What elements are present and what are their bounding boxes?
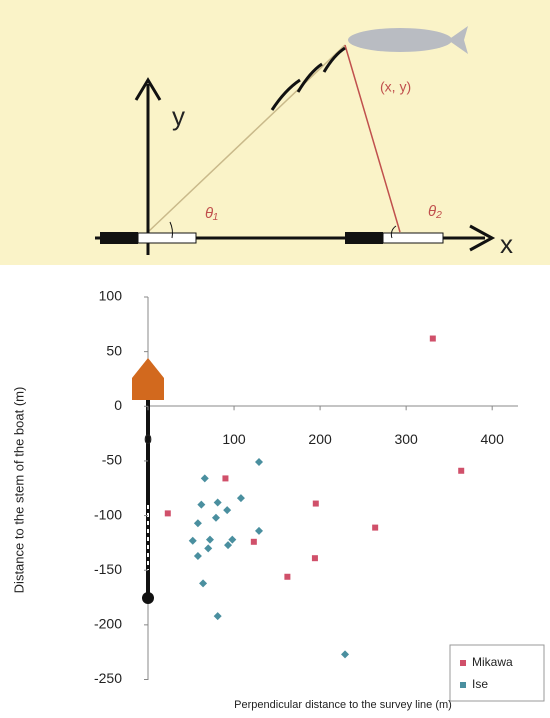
point <box>429 335 436 342</box>
y-tick-label: -50 <box>102 452 122 468</box>
point <box>255 526 263 535</box>
point <box>211 513 220 522</box>
point <box>193 519 202 528</box>
point <box>372 524 379 531</box>
y-tick-label: 0 <box>114 397 122 413</box>
point <box>341 650 350 659</box>
point <box>222 475 229 482</box>
angle-arc-2 <box>390 225 397 239</box>
sonar-beam <box>147 44 346 233</box>
point <box>197 500 206 509</box>
y-tick-label: 50 <box>106 342 122 358</box>
sound-waves <box>270 46 346 111</box>
x-axis-symbol: x <box>500 229 513 259</box>
boat-1 <box>100 232 138 244</box>
diagram-background <box>0 0 550 265</box>
cable-end <box>142 592 154 604</box>
point <box>255 458 263 467</box>
y-arrowhead <box>134 77 162 101</box>
legend <box>449 644 545 702</box>
boat-2-body <box>382 232 444 244</box>
boat-icon <box>132 358 164 400</box>
point <box>200 474 209 483</box>
point <box>213 498 222 507</box>
legend-marker <box>460 682 466 688</box>
point <box>236 494 245 503</box>
point <box>193 552 202 561</box>
y-tick-label: -250 <box>94 670 122 686</box>
fish <box>348 28 452 52</box>
target-label: (x, y) <box>380 79 411 95</box>
x-tick-label: 200 <box>308 431 332 447</box>
point <box>164 510 171 517</box>
boat-1-body <box>137 232 197 244</box>
angle-arc-1 <box>169 221 173 239</box>
y-tick-label: -150 <box>94 561 122 577</box>
point <box>250 538 257 545</box>
point <box>213 612 222 621</box>
angle-2-label: θ₂ <box>428 203 442 220</box>
x-tick-label: 300 <box>394 431 418 447</box>
y-tick-label: -100 <box>94 506 122 522</box>
y-tick-label: -200 <box>94 616 122 632</box>
x-tick-label: 400 <box>481 431 505 447</box>
legend-marker <box>460 660 466 666</box>
point <box>312 500 319 507</box>
point <box>199 579 208 588</box>
y-tick-label: 100 <box>99 288 123 304</box>
x-tick-label: 100 <box>222 431 246 447</box>
legend-label: Mikawa <box>472 655 513 669</box>
angle-1-label: θ₁ <box>205 205 218 222</box>
point <box>204 544 213 553</box>
point <box>188 536 197 545</box>
point <box>458 467 465 474</box>
fish-tail <box>448 26 468 54</box>
boat-2 <box>345 232 383 244</box>
target-line <box>344 44 401 233</box>
point <box>205 535 214 544</box>
x-axis-title: Perpendicular distance to the survey lin… <box>234 699 452 711</box>
point <box>224 541 233 550</box>
point <box>311 555 318 562</box>
x-tick-label: 0 <box>144 431 152 447</box>
x-arrowhead <box>469 224 496 252</box>
point <box>223 506 232 515</box>
point <box>228 535 237 544</box>
y-axis-title: Distance to the stem of the boat (m) <box>11 387 26 594</box>
point <box>284 573 291 580</box>
legend-label: Ise <box>472 677 488 691</box>
y-axis-symbol: y <box>172 101 185 131</box>
